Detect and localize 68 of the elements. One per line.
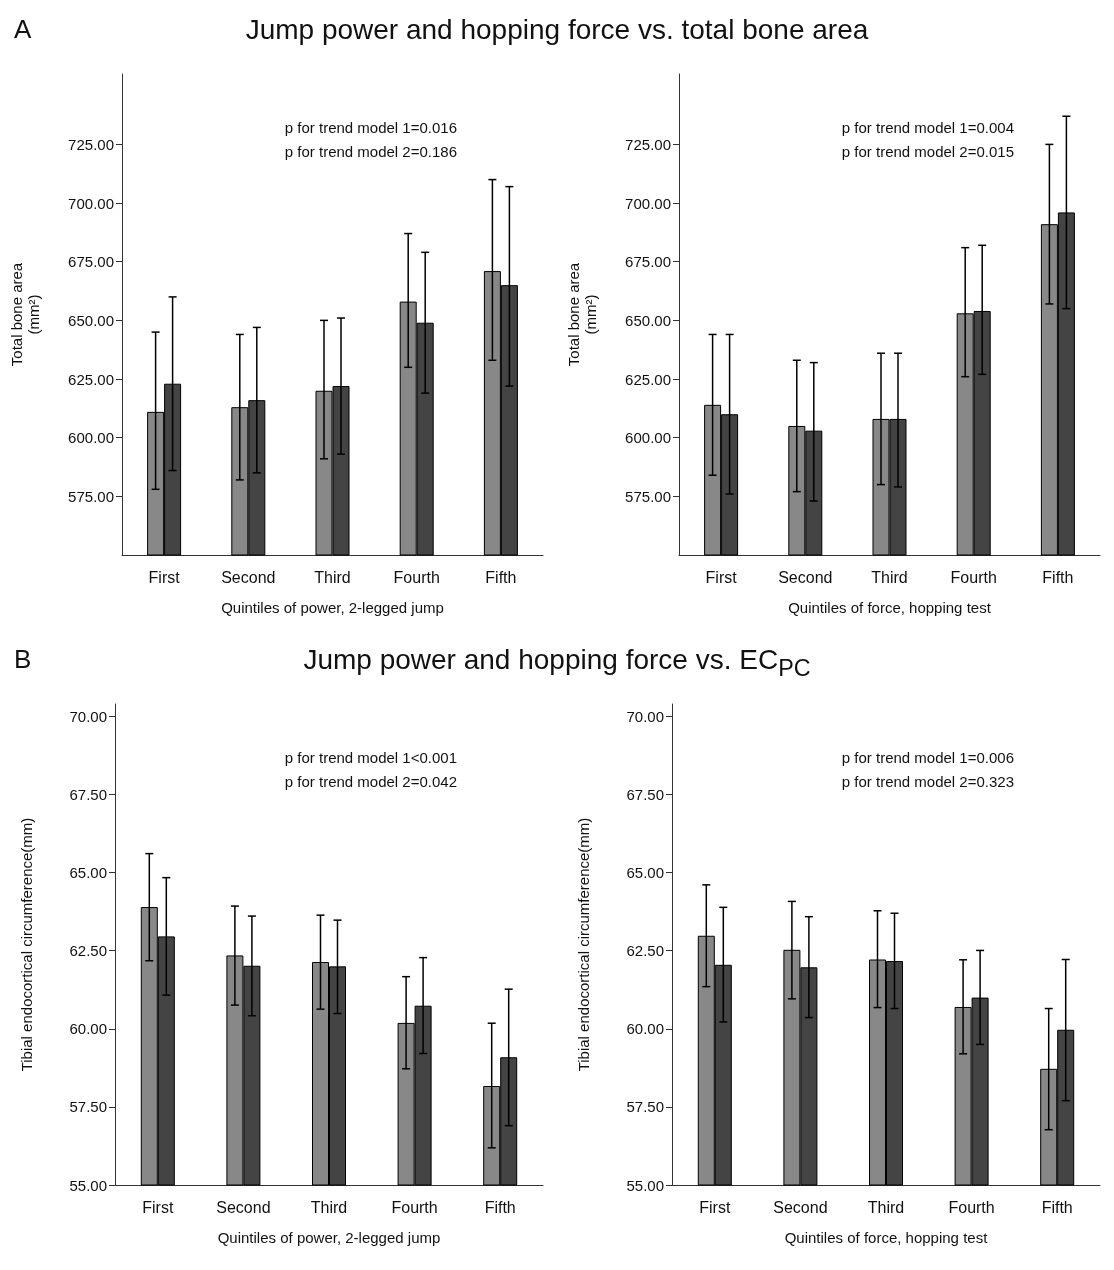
x-tick-label: Third — [314, 568, 351, 586]
y-tick-label: 675.00 — [68, 253, 114, 271]
y-tick-label: 725.00 — [68, 135, 114, 153]
x-tick-label: Second — [221, 568, 276, 586]
y-axis-title: Tibial endocortical circumference(mm) — [575, 817, 592, 1072]
x-tick-label: Fourth — [950, 568, 997, 586]
x-tick-label: Fourth — [948, 1198, 995, 1216]
y-tick-label: 65.00 — [626, 864, 664, 882]
y-tick-label: 70.00 — [626, 707, 664, 725]
annotation: p for trend model 2=0.042 — [284, 773, 457, 790]
y-axis-title: Total bone area (mm²) — [565, 262, 599, 367]
x-tick-label: Third — [310, 1198, 348, 1216]
x-tick-label: First — [699, 1198, 731, 1216]
y-tick-label: 55.00 — [69, 1176, 107, 1194]
annotation: p for trend model 1=0.016 — [284, 119, 457, 136]
annotation: p for trend model 2=0.323 — [841, 773, 1014, 790]
x-tick-label: Second — [778, 568, 833, 586]
y-tick-label: 650.00 — [68, 311, 114, 329]
y-tick-label: 575.00 — [68, 487, 114, 505]
x-tick-label: Fifth — [1041, 1198, 1073, 1216]
chart-title: Jump power and hopping force vs. total bone area — [245, 14, 869, 45]
y-tick-label: 62.50 — [626, 942, 664, 960]
x-tick-label: Fifth — [485, 568, 517, 586]
y-tick-label: 725.00 — [625, 135, 671, 153]
y-tick-label: 700.00 — [625, 194, 671, 212]
x-tick-label: Fifth — [1042, 568, 1074, 586]
x-tick-label: First — [705, 568, 738, 586]
x-tick-label: Fourth — [393, 568, 440, 586]
x-tick-label: Fifth — [484, 1198, 516, 1216]
x-axis-title: Quintiles of power, 2-legged jump — [221, 599, 444, 616]
y-tick-label: 600.00 — [625, 429, 671, 447]
y-tick-label: 600.00 — [68, 429, 114, 447]
y-tick-label: 700.00 — [68, 194, 114, 212]
chart-title: Jump power and hopping force vs. EC$_{PC}$ — [303, 644, 811, 681]
x-tick-label: First — [142, 1198, 174, 1216]
y-tick-label: 650.00 — [625, 311, 671, 329]
y-tick-label: 65.00 — [69, 864, 107, 882]
annotation: p for trend model 1<0.001 — [284, 749, 457, 766]
x-tick-label: Third — [867, 1198, 905, 1216]
y-axis-title: Tibial endocortical circumference(mm) — [18, 817, 35, 1072]
y-tick-label: 70.00 — [69, 707, 107, 725]
annotation: p for trend model 1=0.006 — [841, 749, 1014, 766]
x-tick-label: Second — [773, 1198, 828, 1216]
x-tick-label: Third — [871, 568, 908, 586]
y-tick-label: 625.00 — [625, 370, 671, 388]
y-tick-label: 67.50 — [69, 786, 107, 804]
y-tick-label: 67.50 — [626, 786, 664, 804]
y-tick-label: 57.50 — [626, 1098, 664, 1116]
y-tick-label: 57.50 — [69, 1098, 107, 1116]
y-tick-label: 62.50 — [69, 942, 107, 960]
y-tick-label: 625.00 — [68, 370, 114, 388]
x-tick-label: Second — [216, 1198, 271, 1216]
y-axis-title: Total bone area (mm²) — [8, 262, 42, 367]
x-axis-title: Quintiles of force, hopping test — [784, 1229, 989, 1246]
annotation: p for trend model 2=0.186 — [284, 143, 457, 160]
annotation: p for trend model 1=0.004 — [841, 119, 1014, 136]
annotation: p for trend model 2=0.015 — [841, 143, 1014, 160]
y-tick-label: 60.00 — [626, 1020, 664, 1038]
x-tick-label: First — [148, 568, 181, 586]
x-tick-label: Fourth — [391, 1198, 438, 1216]
y-tick-label: 575.00 — [625, 487, 671, 505]
x-axis-title: Quintiles of force, hopping test — [788, 599, 992, 616]
y-tick-label: 55.00 — [626, 1176, 664, 1194]
y-tick-label: 60.00 — [69, 1020, 107, 1038]
x-axis-title: Quintiles of power, 2-legged jump — [217, 1229, 441, 1246]
text: B — [14, 644, 32, 675]
text: A — [14, 14, 32, 45]
y-tick-label: 675.00 — [625, 253, 671, 271]
